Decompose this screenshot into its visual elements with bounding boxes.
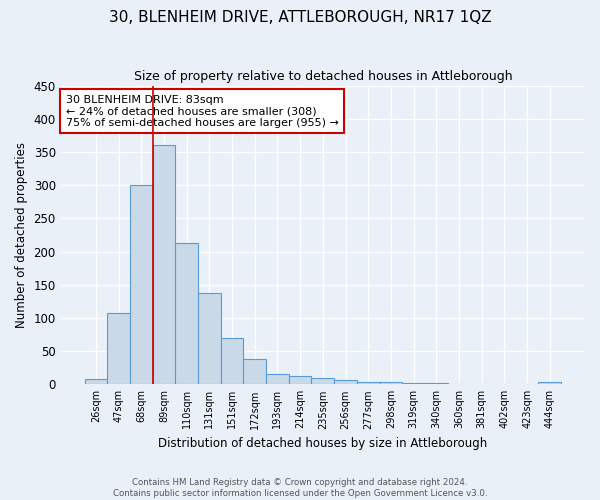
Bar [107,312,130,384]
Bar [152,146,175,384]
Bar [311,378,334,384]
Bar [244,359,266,384]
Text: 30 BLENHEIM DRIVE: 83sqm
← 24% of detached houses are smaller (308)
75% of semi-: 30 BLENHEIM DRIVE: 83sqm ← 24% of detach… [66,94,339,128]
Bar [198,294,221,384]
Bar [334,380,357,384]
Text: Contains HM Land Registry data © Crown copyright and database right 2024.
Contai: Contains HM Land Registry data © Crown c… [113,478,487,498]
Bar [289,376,311,384]
Bar [175,243,198,384]
Bar [402,383,425,384]
Bar [538,382,561,384]
Bar [380,382,402,384]
Bar [85,379,107,384]
Bar [357,382,380,384]
Bar [266,374,289,384]
Bar [130,185,152,384]
Text: 30, BLENHEIM DRIVE, ATTLEBOROUGH, NR17 1QZ: 30, BLENHEIM DRIVE, ATTLEBOROUGH, NR17 1… [109,10,491,25]
Y-axis label: Number of detached properties: Number of detached properties [15,142,28,328]
X-axis label: Distribution of detached houses by size in Attleborough: Distribution of detached houses by size … [158,437,487,450]
Bar [425,383,448,384]
Bar [221,338,244,384]
Title: Size of property relative to detached houses in Attleborough: Size of property relative to detached ho… [134,70,512,83]
